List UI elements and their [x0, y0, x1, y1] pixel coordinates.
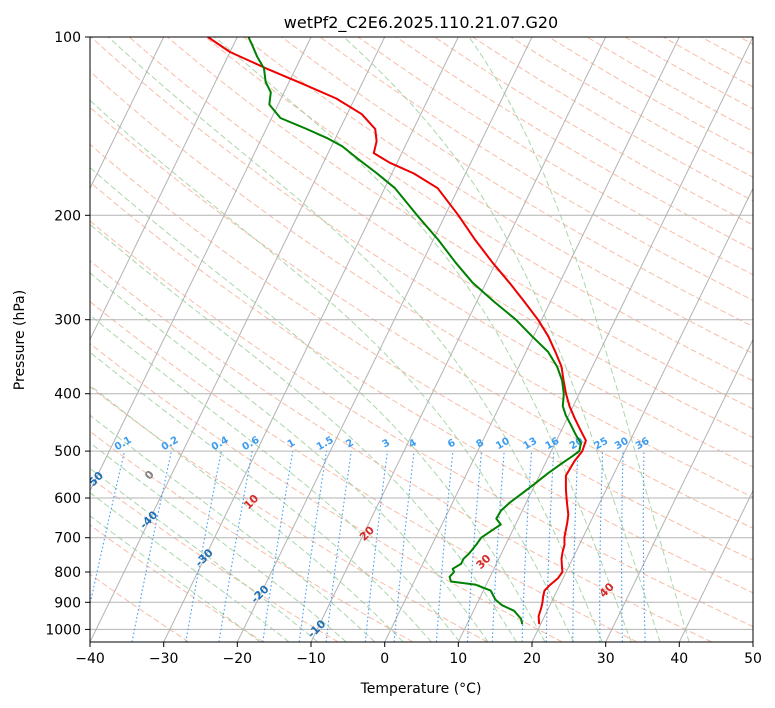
isotherm-line: [163, 37, 459, 642]
isotherm-line: [90, 37, 165, 190]
y-tick-label: 300: [54, 313, 81, 329]
dry-adiabat-line: [90, 220, 753, 628]
x-axis-label: Temperature (°C): [360, 681, 482, 697]
y-axis-label: Pressure (hPa): [12, 290, 28, 390]
y-tick-label: 500: [54, 444, 81, 460]
isotherm-line: [605, 338, 753, 642]
y-tick-label: 1000: [45, 622, 81, 638]
dry-adiabat-line: [90, 260, 712, 642]
moist-adiabat-line: [90, 351, 432, 642]
dewpoint-profile: [247, 37, 582, 625]
moist-adiabat-line: [107, 37, 603, 642]
dry-adiabat-line: [90, 300, 638, 642]
x-tick-label: 40: [670, 651, 688, 667]
isotherm-line: [457, 37, 753, 642]
mixing-ratio-line: [435, 451, 454, 642]
dry-adiabat-line: [90, 342, 563, 642]
moist-adiabat-line: [90, 272, 489, 642]
moist-adiabat-line: [343, 37, 661, 642]
dry-adiabat-line: [90, 181, 753, 594]
dry-adiabat-line: [128, 37, 753, 439]
mixing-ratio-line: [364, 451, 389, 642]
mixing-ratio-label: 1: [286, 437, 298, 450]
mixing-ratio-line: [393, 451, 415, 642]
y-tick-label: 700: [54, 531, 81, 547]
isotherm-line: [90, 37, 312, 492]
moist-adiabat-line: [90, 223, 517, 642]
x-tick-label: −10: [296, 651, 326, 667]
isotherm-line: [531, 187, 753, 642]
isotherm-line: [90, 37, 386, 642]
mixing-ratio-line: [298, 451, 328, 642]
x-tick-label: 0: [380, 651, 389, 667]
mixing-ratio-line: [262, 451, 294, 642]
y-tick-label: 400: [54, 387, 81, 403]
dry-adiabat-line: [90, 143, 753, 561]
dry-adiabat-line: [90, 476, 339, 642]
y-tick-label: 900: [54, 595, 81, 611]
isotherm-line: [384, 37, 680, 642]
moist-adiabat-line: [90, 384, 404, 642]
y-tick-label: 800: [54, 565, 81, 581]
mixing-ratio-label: 6: [446, 437, 458, 450]
mixing-ratio-line: [325, 451, 352, 642]
moist-adiabat-line: [90, 442, 347, 642]
dry-adiabat-line: [90, 386, 488, 642]
isotherm-line: [678, 489, 753, 642]
x-tick-label: −20: [223, 651, 253, 667]
x-tick-label: 10: [449, 651, 467, 667]
dry-adiabat-line: [243, 37, 753, 354]
dry-adiabat-line: [90, 573, 190, 642]
isotherm-line: [310, 37, 607, 642]
moist-adiabat-line: [90, 166, 546, 642]
mixing-ratio-label: 3: [380, 437, 392, 450]
moist-adiabat-line: [90, 467, 319, 642]
axes: −40 −30 −20 −10 0 10 20 30 40 50 100 200 300 400 500 60…: [45, 30, 762, 667]
mixing-ratio-label: 8: [474, 437, 486, 450]
x-tick-label: −40: [75, 651, 105, 667]
dry-adiabat-line: [319, 37, 753, 301]
sounding-profiles: [207, 37, 587, 625]
x-tick-label: −30: [149, 651, 179, 667]
dry-adiabat-line: [90, 70, 753, 498]
background-lines: [90, 37, 753, 642]
moist-adiabat-line: [468, 37, 690, 642]
x-tick-label: 30: [597, 651, 615, 667]
y-tick-label: 100: [54, 30, 81, 46]
dry-adiabat-line: [90, 37, 753, 468]
dry-adiabat-line: [166, 37, 753, 410]
x-tick-label: 50: [744, 651, 762, 667]
mixing-ratio-line: [131, 450, 172, 642]
mixing-ratio-label: 4: [407, 437, 419, 450]
dry-adiabat-line: [90, 106, 753, 529]
dry-adiabat-line: [205, 37, 753, 382]
dry-adiabat-line: [281, 37, 753, 328]
isotherm-line: [236, 37, 533, 642]
y-tick-label: 600: [54, 491, 81, 507]
temperature-profile: [207, 37, 587, 625]
chart-title: wetPf2_C2E6.2025.110.21.07.G20: [284, 13, 558, 33]
y-tick-label: 200: [54, 208, 81, 224]
mixing-ratio-label: 2: [344, 437, 356, 450]
plot-frame: [89, 36, 754, 643]
moist-adiabat-line: [214, 37, 632, 642]
x-tick-label: 20: [523, 651, 541, 667]
